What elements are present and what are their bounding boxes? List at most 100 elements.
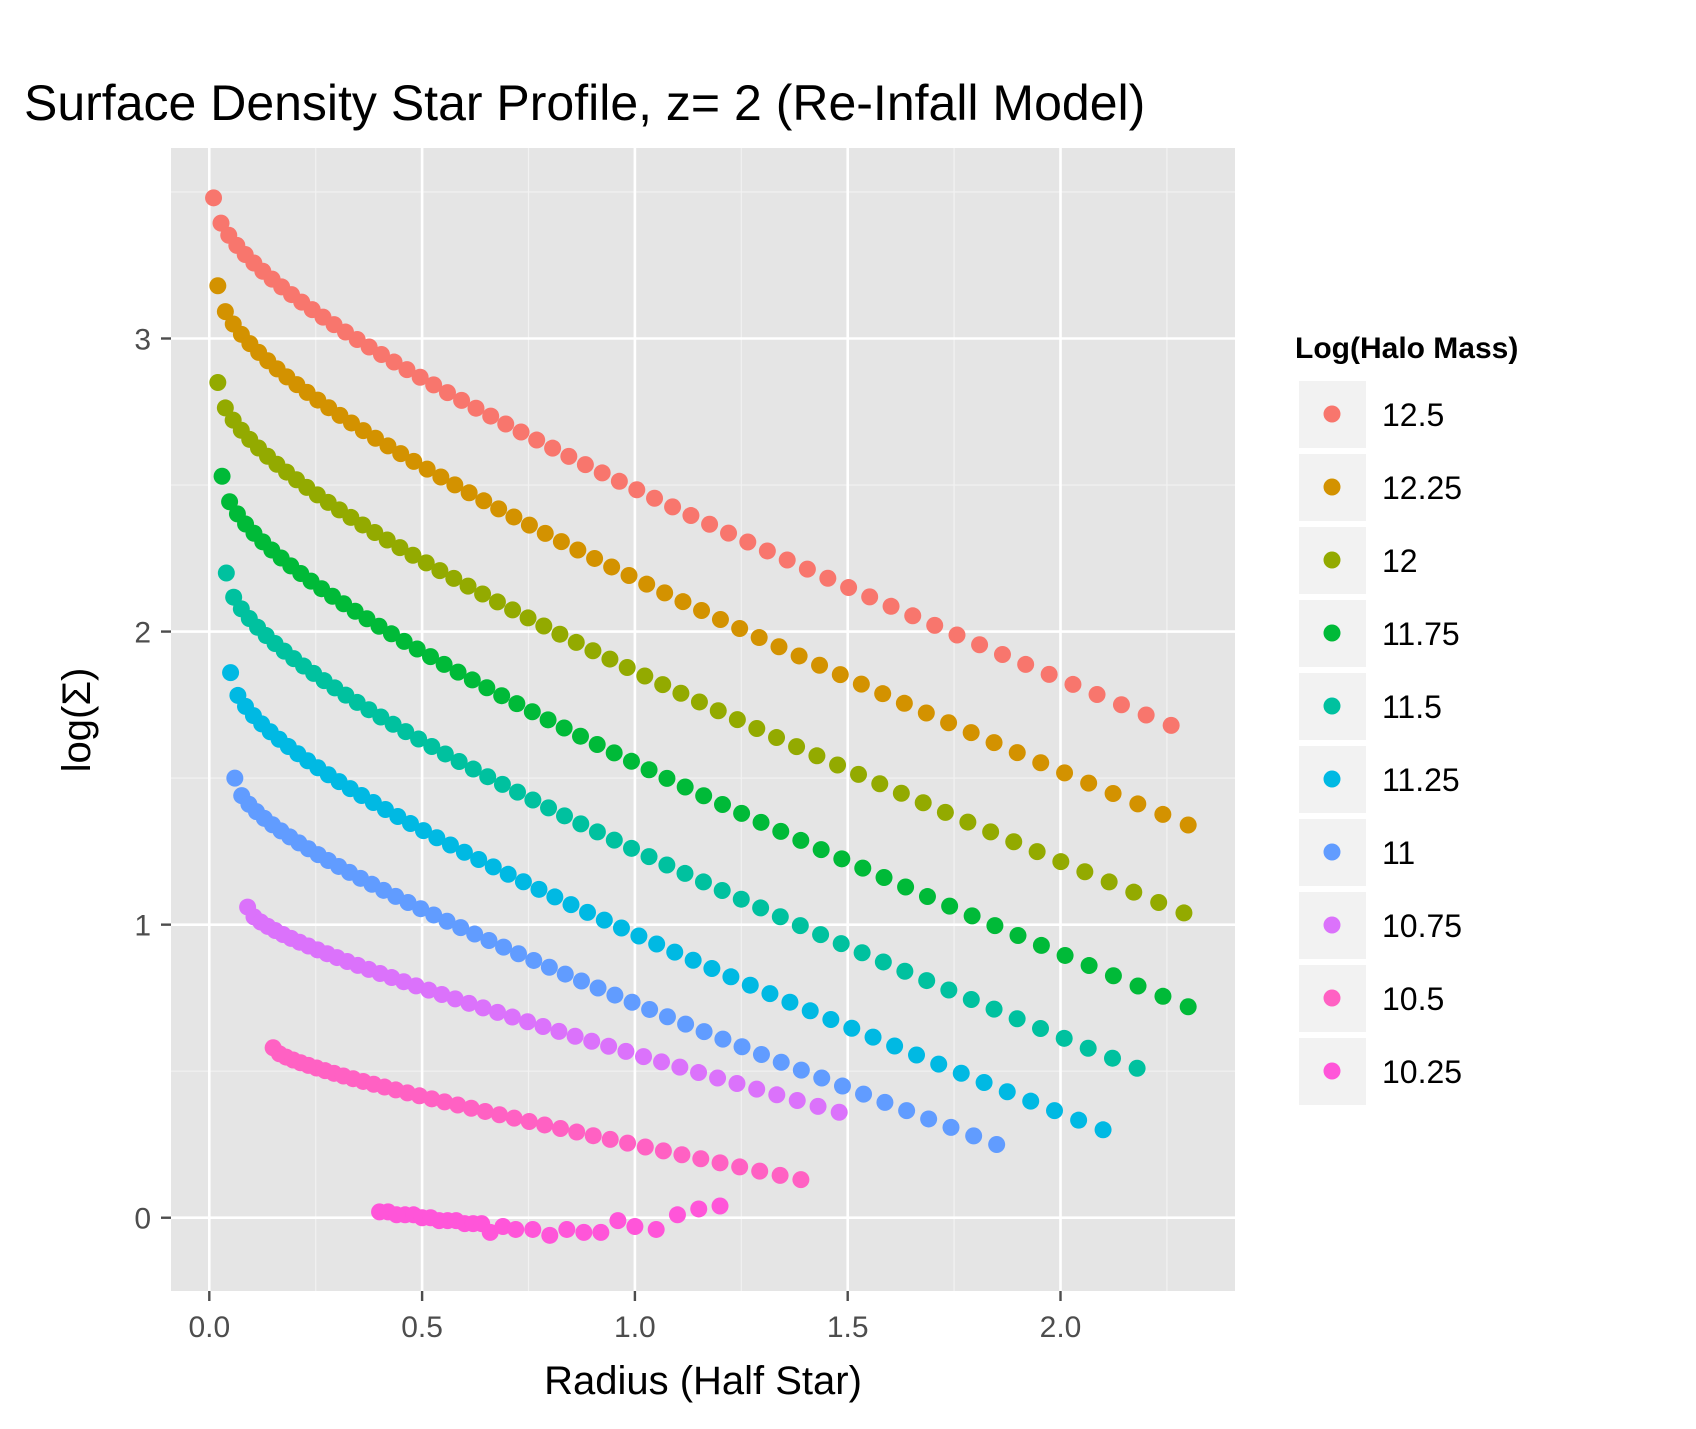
data-point-11-75 — [658, 769, 676, 787]
data-point-11-25 — [781, 993, 799, 1011]
data-point-11-25 — [975, 1073, 993, 1091]
data-point-12-25 — [693, 602, 711, 620]
data-point-12-25 — [1008, 744, 1026, 762]
data-point-11 — [898, 1102, 916, 1120]
data-point-12-25 — [674, 593, 692, 611]
data-point-12 — [709, 702, 727, 720]
data-point-12 — [808, 747, 826, 765]
data-point-10-75 — [519, 1013, 537, 1031]
data-point-12 — [488, 593, 506, 611]
data-point-10-5 — [505, 1109, 523, 1127]
data-point-11-25 — [648, 935, 666, 953]
data-point-10-75 — [550, 1022, 568, 1040]
data-point-12 — [768, 729, 786, 747]
data-point-12-25 — [490, 500, 508, 518]
data-point-12-5 — [360, 338, 378, 356]
legend-key-11-5 — [1323, 697, 1341, 715]
legend-key-11-75 — [1323, 624, 1341, 642]
data-point-12 — [391, 539, 409, 557]
data-point-11 — [876, 1093, 894, 1111]
data-point-10-75 — [489, 1003, 507, 1021]
data-point-12 — [601, 650, 619, 668]
legend-key-11 — [1323, 843, 1341, 861]
data-point-11 — [752, 1045, 770, 1063]
data-point-10-5 — [792, 1171, 810, 1189]
data-point-11-25 — [222, 664, 240, 682]
data-point-12-5 — [798, 560, 816, 578]
data-point-12 — [850, 765, 868, 783]
data-point-11-75 — [695, 787, 713, 805]
data-point-11-25 — [761, 985, 779, 1003]
data-point-12-25 — [475, 492, 493, 510]
data-point-11-5 — [623, 839, 641, 857]
data-point-12-25 — [603, 558, 621, 576]
data-point-11-25 — [930, 1055, 948, 1073]
data-point-10-5 — [490, 1106, 508, 1124]
data-point-11-25 — [414, 822, 432, 840]
data-point-12-25 — [209, 277, 227, 295]
legend-label: 10.75 — [1382, 908, 1462, 944]
data-point-11-5 — [874, 953, 892, 971]
data-point-12-25 — [811, 656, 829, 674]
data-point-12 — [584, 642, 602, 660]
data-point-10-25 — [668, 1206, 686, 1224]
data-point-11 — [412, 900, 430, 918]
data-point-12-5 — [948, 626, 966, 644]
data-point-12-5 — [739, 533, 757, 551]
data-point-11-75 — [213, 467, 231, 485]
legend-key-10-75 — [1323, 916, 1341, 934]
data-point-11 — [540, 958, 558, 976]
data-point-11-25 — [1070, 1111, 1088, 1129]
data-point-11-75 — [963, 907, 981, 925]
data-point-11-5 — [1103, 1049, 1121, 1067]
data-point-11-75 — [622, 752, 640, 770]
data-point-12 — [914, 794, 932, 812]
data-point-11-75 — [1129, 977, 1147, 995]
data-point-12-5 — [398, 361, 416, 379]
data-point-12-5 — [778, 551, 796, 569]
data-point-12 — [892, 784, 910, 802]
x-tick-labels: 0.0 0.5 1.0 1.5 2.0 — [188, 1311, 1081, 1344]
data-point-11-75 — [1104, 967, 1122, 985]
data-point-12-25 — [1154, 805, 1172, 823]
data-point-12 — [871, 775, 889, 793]
data-point-11-75 — [478, 679, 496, 697]
data-point-11-25 — [530, 880, 548, 898]
data-point-11-5 — [436, 745, 454, 763]
data-point-10-5 — [568, 1123, 586, 1141]
data-point-11 — [438, 912, 456, 930]
data-point-11 — [399, 894, 417, 912]
data-point-12-5 — [512, 423, 530, 441]
data-point-11-5 — [1055, 1029, 1073, 1047]
data-point-12 — [1052, 853, 1070, 871]
data-point-12 — [354, 516, 372, 534]
data-point-12-25 — [520, 516, 538, 534]
data-point-12 — [1005, 833, 1023, 851]
data-point-12-5 — [1137, 706, 1155, 724]
x-tick-label: 1.5 — [827, 1311, 869, 1344]
data-point-11-5 — [423, 737, 441, 755]
data-point-10-25 — [507, 1220, 525, 1238]
data-point-11-5 — [713, 882, 731, 900]
y-tick-label: 1 — [134, 910, 151, 943]
data-point-11-25 — [1046, 1102, 1064, 1120]
data-point-11-5 — [493, 775, 511, 793]
data-point-10-25 — [494, 1218, 512, 1236]
data-point-12-25 — [790, 647, 808, 665]
data-point-12-25 — [432, 468, 450, 486]
data-point-12-25 — [216, 303, 234, 321]
data-point-11-75 — [493, 687, 511, 705]
data-point-11-75 — [772, 822, 790, 840]
data-point-10-75 — [709, 1069, 727, 1087]
data-point-10-5 — [520, 1112, 538, 1130]
data-point-11 — [733, 1038, 751, 1056]
data-point-11-5 — [509, 783, 527, 801]
data-point-12 — [959, 813, 977, 831]
data-point-12-5 — [528, 431, 546, 449]
data-point-10-5 — [711, 1154, 729, 1172]
data-point-10-5 — [584, 1127, 602, 1145]
data-point-12 — [829, 756, 847, 774]
y-tick-label: 3 — [134, 324, 151, 357]
data-point-11 — [495, 938, 513, 956]
data-point-10-5 — [771, 1166, 789, 1184]
